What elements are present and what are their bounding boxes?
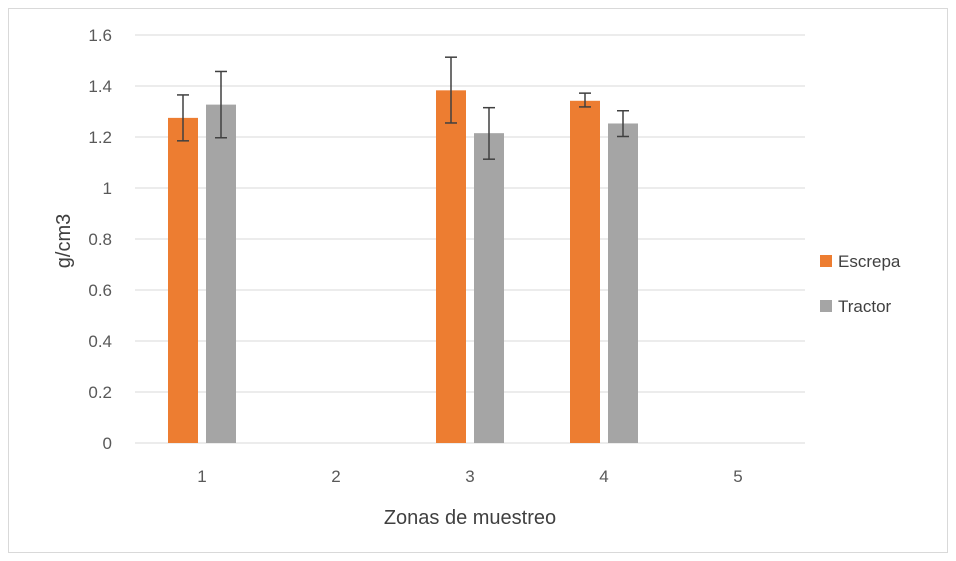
- error-bar: [617, 109, 629, 138]
- bar-escrepa-zona-3: [436, 90, 466, 444]
- y-tick-label: 1.4: [88, 77, 112, 96]
- y-tick-label: 1.2: [88, 128, 112, 147]
- y-tick-label: 0.2: [88, 383, 112, 402]
- y-tick-label: 0.8: [88, 230, 112, 249]
- bar-tractor-zona-3: [474, 133, 504, 444]
- y-tick-label: 0.6: [88, 281, 112, 300]
- bar-escrepa-zona-1: [168, 117, 198, 443]
- bar-escrepa-zona-4: [570, 100, 600, 443]
- x-tick-label: 3: [465, 467, 474, 486]
- y-tick-label: 1: [103, 179, 112, 198]
- x-tick-label: 5: [733, 467, 742, 486]
- error-bar: [579, 92, 591, 108]
- legend: Escrepa Tractor: [820, 252, 901, 316]
- x-axis-title: Zonas de muestreo: [384, 507, 556, 529]
- x-tick-label: 2: [331, 467, 340, 486]
- y-tick-label: 0.4: [88, 332, 112, 351]
- x-tick-label: 1: [197, 467, 206, 486]
- y-tick-label: 0: [103, 434, 112, 453]
- y-tick-label: 1.6: [88, 26, 112, 45]
- error-bar: [483, 106, 495, 160]
- legend-swatch-escrepa: [820, 255, 832, 267]
- legend-label-escrepa: Escrepa: [838, 252, 901, 271]
- error-bar: [177, 94, 189, 142]
- x-tick-label: 4: [599, 467, 608, 486]
- error-bar: [445, 56, 457, 124]
- bar-tractor-zona-1: [206, 104, 236, 444]
- legend-label-tractor: Tractor: [838, 297, 892, 316]
- bars: [168, 90, 638, 444]
- y-axis-title: g/cm3: [53, 214, 75, 268]
- x-tick-labels: 1 2 3 4 5: [197, 467, 742, 486]
- gridlines: [135, 34, 805, 444]
- bar-tractor-zona-4: [608, 123, 638, 444]
- y-tick-labels: 0 0.2 0.4 0.6 0.8 1 1.2 1.4 1.6: [88, 26, 112, 453]
- error-bar: [215, 70, 227, 139]
- error-bars: [177, 56, 629, 160]
- legend-swatch-tractor: [820, 300, 832, 312]
